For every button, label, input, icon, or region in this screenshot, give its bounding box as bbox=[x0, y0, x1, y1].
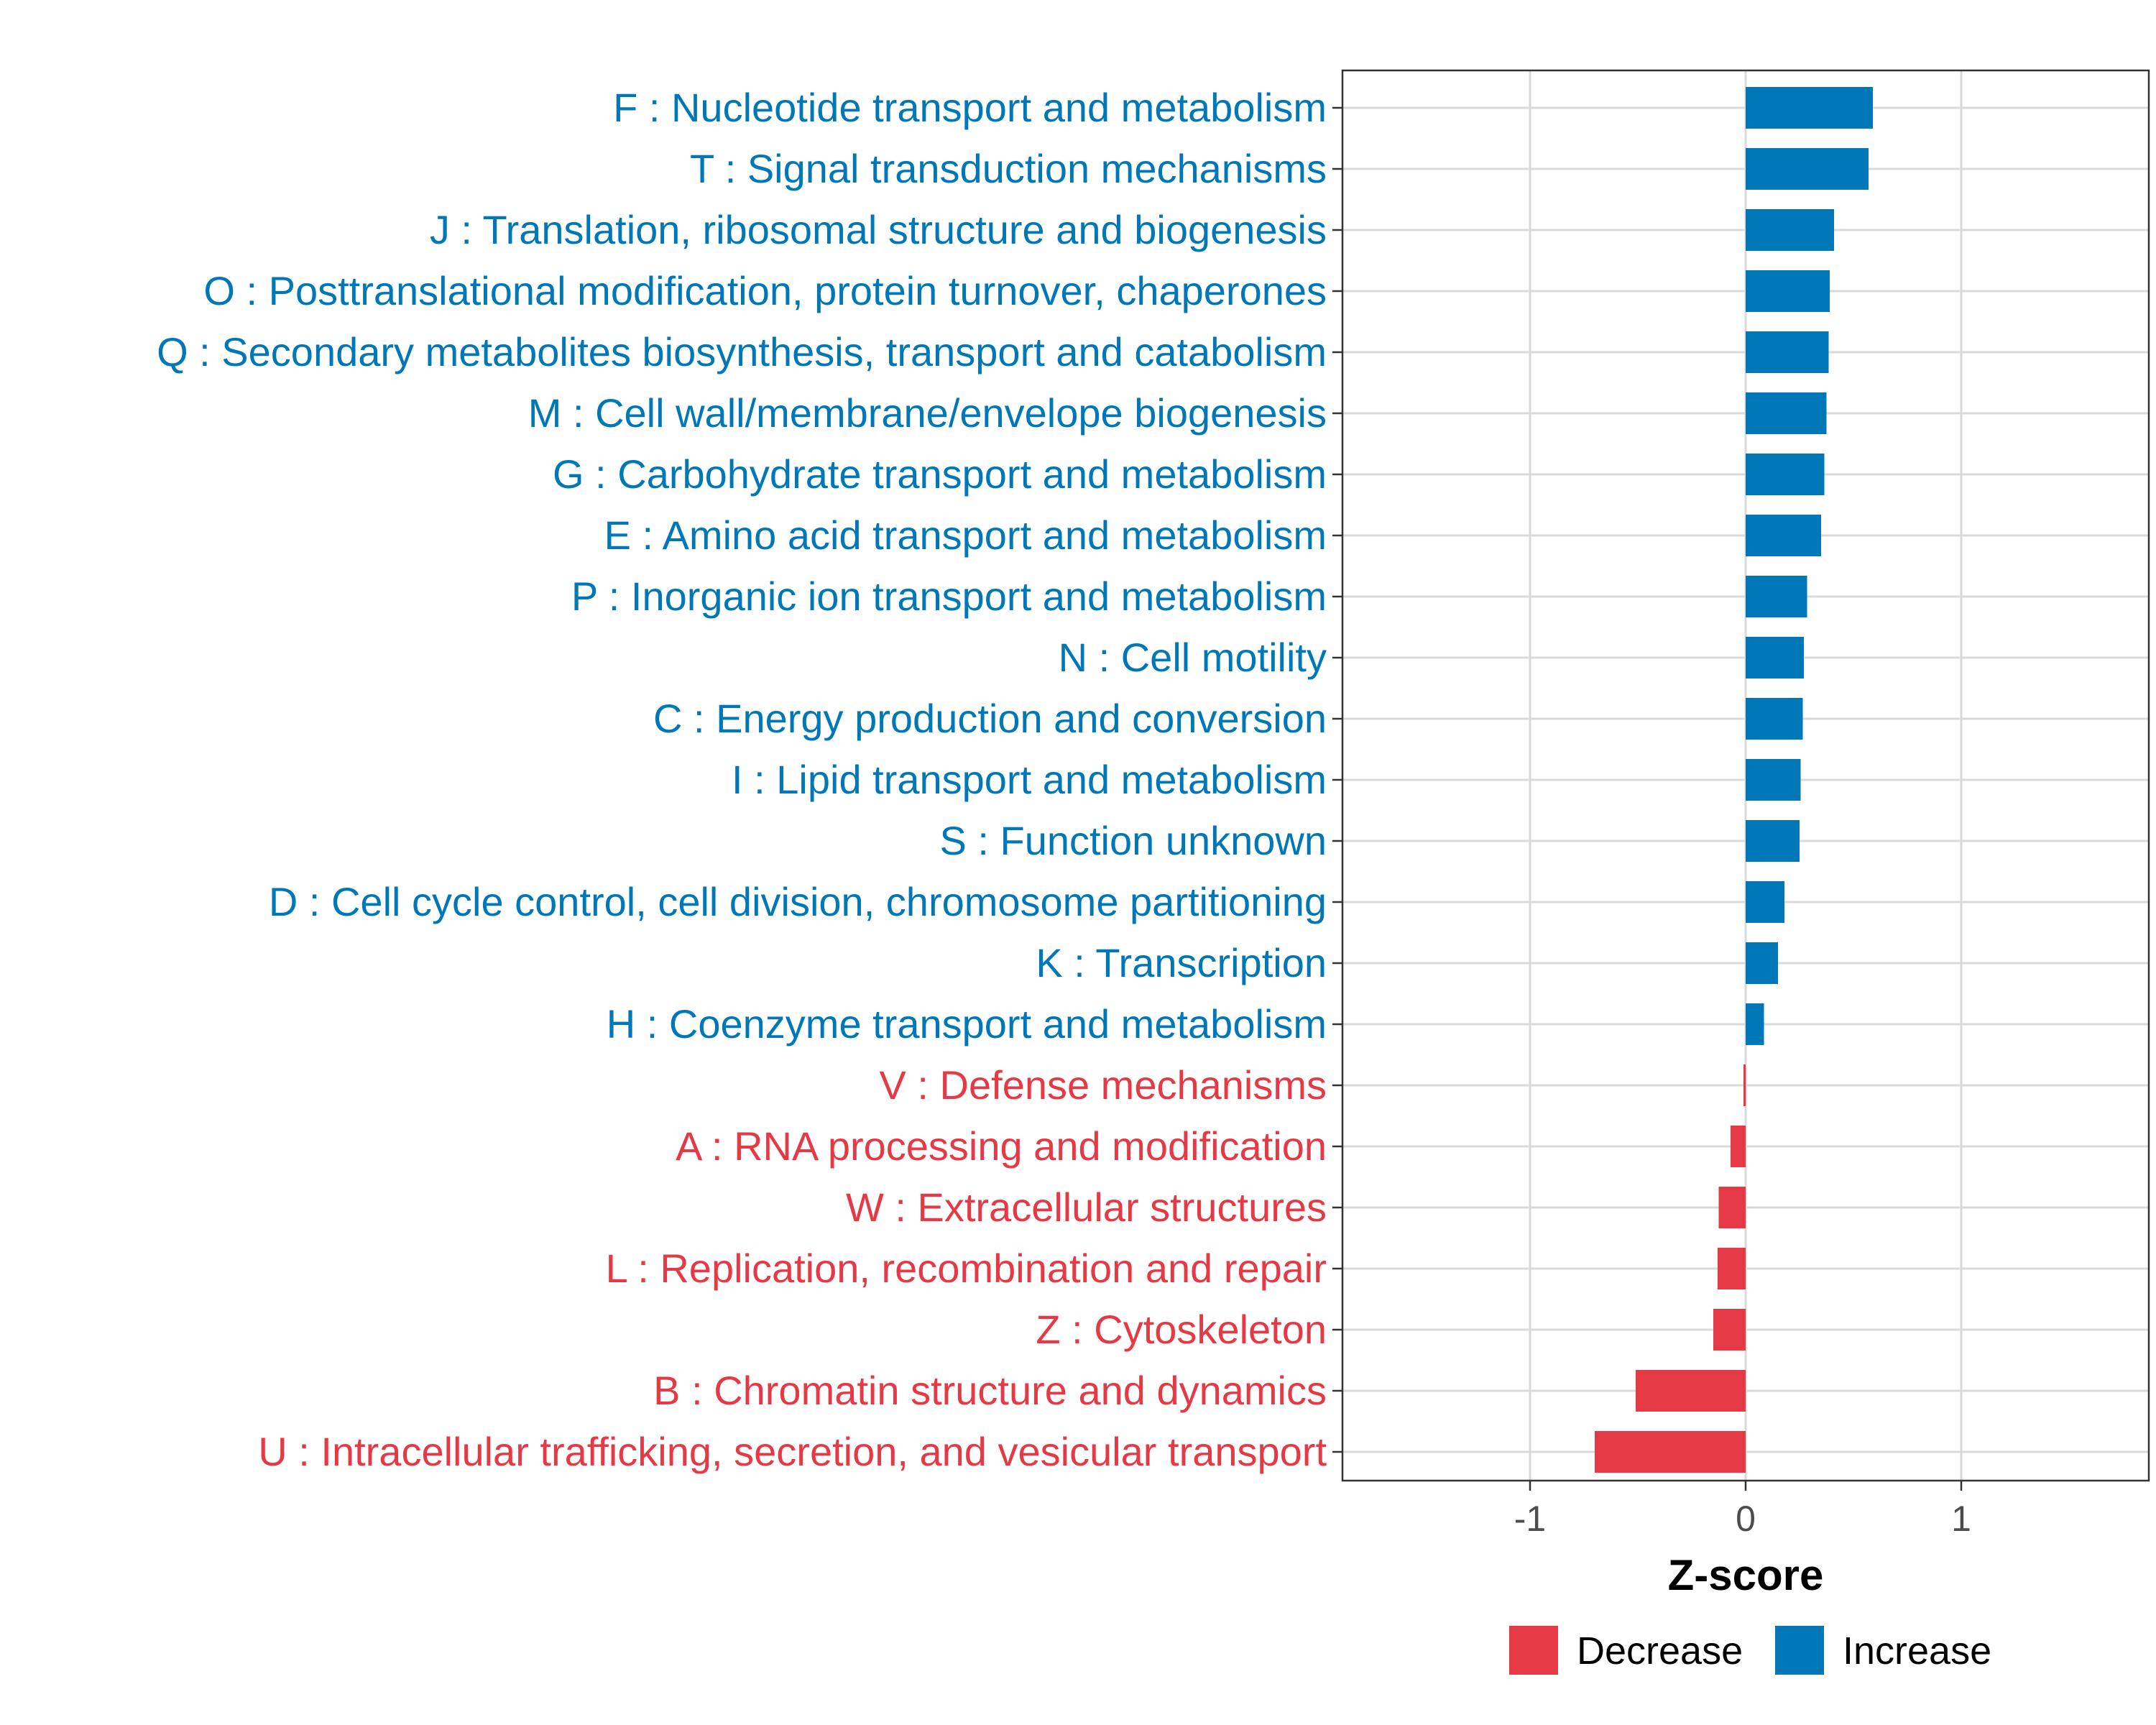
bar bbox=[1746, 820, 1800, 862]
category-label: U : Intracellular trafficking, secretion… bbox=[258, 1429, 1327, 1474]
category-label: B : Chromatin structure and dynamics bbox=[653, 1368, 1327, 1413]
bar bbox=[1746, 331, 1829, 373]
category-label: A : RNA processing and modification bbox=[676, 1123, 1327, 1169]
x-axis-title: Z-score bbox=[1668, 1551, 1824, 1599]
category-label: Z : Cytoskeleton bbox=[1036, 1307, 1327, 1352]
bar bbox=[1746, 698, 1803, 740]
bar bbox=[1746, 942, 1778, 984]
x-tick-label: 1 bbox=[1951, 1499, 1971, 1539]
x-axis-ticks bbox=[1529, 1481, 1963, 1491]
y-axis-category-labels: F : Nucleotide transport and metabolism T… bbox=[157, 85, 1327, 1474]
x-axis-tick-labels: -1 0 1 bbox=[1514, 1499, 1971, 1539]
x-tick-label: -1 bbox=[1514, 1499, 1546, 1539]
category-label: H : Coenzyme transport and metabolism bbox=[607, 1001, 1327, 1046]
bars bbox=[1595, 87, 1873, 1473]
bar bbox=[1713, 1309, 1746, 1351]
bar bbox=[1718, 1248, 1746, 1289]
bar bbox=[1746, 759, 1801, 801]
bar bbox=[1746, 270, 1830, 312]
bar bbox=[1746, 209, 1834, 251]
legend: Decrease Increase bbox=[1509, 1626, 1991, 1675]
legend-label: Increase bbox=[1843, 1629, 1991, 1673]
legend-label: Decrease bbox=[1577, 1629, 1743, 1673]
category-label: I : Lipid transport and metabolism bbox=[732, 757, 1327, 802]
category-label: C : Energy production and conversion bbox=[653, 696, 1327, 741]
bar bbox=[1718, 1187, 1746, 1228]
legend-swatch bbox=[1775, 1626, 1824, 1675]
bar bbox=[1746, 576, 1807, 617]
category-label: D : Cell cycle control, cell division, c… bbox=[269, 879, 1327, 924]
category-label: E : Amino acid transport and metabolism bbox=[604, 512, 1327, 558]
x-tick-label: 0 bbox=[1736, 1499, 1756, 1539]
bar bbox=[1746, 515, 1821, 556]
bar bbox=[1746, 881, 1784, 923]
category-label: M : Cell wall/membrane/envelope biogenes… bbox=[528, 390, 1327, 436]
category-label: G : Carbohydrate transport and metabolis… bbox=[553, 451, 1327, 497]
bar bbox=[1746, 148, 1869, 190]
category-label: Q : Secondary metabolites biosynthesis, … bbox=[157, 329, 1327, 374]
category-label: W : Extracellular structures bbox=[846, 1184, 1327, 1230]
bar bbox=[1746, 87, 1873, 129]
bar bbox=[1731, 1126, 1746, 1167]
bar bbox=[1595, 1431, 1746, 1473]
category-label: O : Posttranslational modification, prot… bbox=[203, 268, 1327, 313]
bar bbox=[1636, 1370, 1746, 1412]
bar bbox=[1746, 392, 1827, 434]
bar bbox=[1743, 1064, 1746, 1106]
category-label: P : Inorganic ion transport and metaboli… bbox=[571, 574, 1327, 619]
category-label: J : Translation, ribosomal structure and… bbox=[430, 207, 1327, 252]
legend-swatch bbox=[1509, 1626, 1558, 1675]
category-label: K : Transcription bbox=[1036, 940, 1327, 985]
y-axis-ticks bbox=[1332, 106, 1342, 1453]
category-label: V : Defense mechanisms bbox=[880, 1062, 1327, 1108]
bar bbox=[1746, 1003, 1764, 1045]
bar bbox=[1746, 637, 1804, 678]
category-label: T : Signal transduction mechanisms bbox=[690, 146, 1327, 191]
category-label: L : Replication, recombination and repai… bbox=[606, 1246, 1327, 1291]
category-label: F : Nucleotide transport and metabolism bbox=[613, 85, 1327, 130]
category-label: N : Cell motility bbox=[1059, 635, 1327, 680]
bar bbox=[1746, 454, 1825, 495]
category-label: S : Function unknown bbox=[939, 818, 1327, 863]
